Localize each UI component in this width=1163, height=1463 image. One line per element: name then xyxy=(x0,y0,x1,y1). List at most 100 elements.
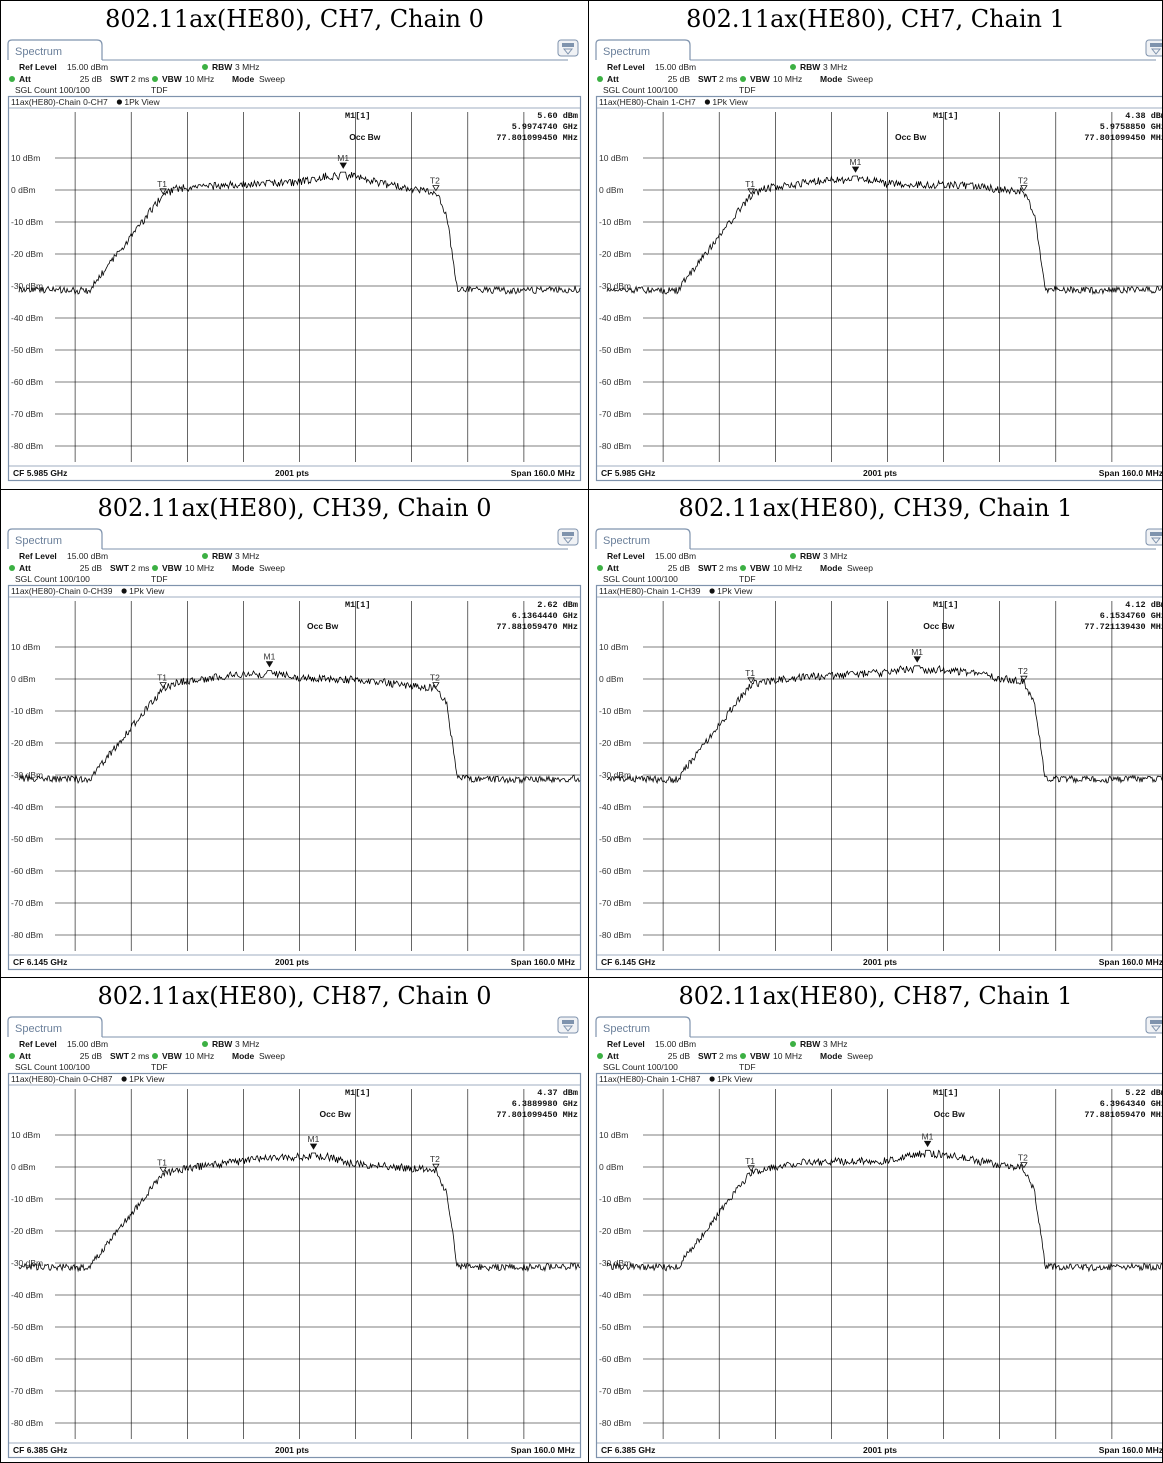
spectrum-tab[interactable] xyxy=(595,528,691,549)
y-tick-label: 10 dBm xyxy=(11,1130,40,1140)
marker-t1-label: T1 xyxy=(157,179,167,189)
y-tick-label: 10 dBm xyxy=(11,153,40,163)
marker-t2-label: T2 xyxy=(430,1154,440,1164)
occupied-bandwidth: 77.801099450 MHz xyxy=(496,133,578,143)
settings-icon[interactable] xyxy=(1145,528,1163,546)
rbw-led-icon xyxy=(202,1041,208,1047)
ref-level-label: Ref Level xyxy=(19,551,57,561)
marker-header: M1[1] xyxy=(933,1088,959,1098)
y-tick-label: -70 dBm xyxy=(599,1386,631,1396)
marker-m1-label: M1 xyxy=(337,153,349,163)
rbw-value: 3 MHz xyxy=(823,551,848,561)
tdf-label: TDF xyxy=(151,85,168,95)
occ-bw-label: Occ Bw xyxy=(934,1109,966,1119)
vbw-value: 10 MHz xyxy=(185,1051,214,1061)
settings-icon[interactable] xyxy=(557,39,579,57)
marker-m1-label: M1 xyxy=(922,1131,934,1141)
marker-t1-icon xyxy=(747,677,755,684)
view-label: 1Pk View xyxy=(712,97,748,107)
spectrum-trace-line xyxy=(606,175,1162,296)
settings-icon[interactable] xyxy=(1145,1016,1163,1034)
marker-t2-label: T2 xyxy=(1018,666,1028,676)
spectrum-tab[interactable] xyxy=(7,528,103,549)
vbw-label: VBW xyxy=(750,74,771,84)
y-tick-label: 10 dBm xyxy=(599,1130,628,1140)
y-tick-label: -10 dBm xyxy=(599,1194,631,1204)
settings-icon[interactable] xyxy=(1145,39,1163,57)
y-tick-label: -40 dBm xyxy=(599,802,631,812)
occ-bw-label: Occ Bw xyxy=(349,132,381,142)
rbw-label: RBW xyxy=(800,551,821,561)
swt-label: SWT xyxy=(110,563,130,573)
m1-frequency: 6.1534760 GHz xyxy=(1100,611,1163,621)
sgl-count: SGL Count 100/100 xyxy=(603,574,678,584)
mode-label: Mode xyxy=(820,74,842,84)
rbw-label: RBW xyxy=(800,62,821,72)
y-tick-label: -80 dBm xyxy=(11,441,43,451)
spectrum-trace-line xyxy=(18,670,581,785)
swt-label: SWT xyxy=(698,74,718,84)
vbw-label: VBW xyxy=(750,563,771,573)
plot-area: 10 dBm 0 dBm -10 dBm -20 dBm -30 dBm -40 dBm -… xyxy=(599,112,1162,462)
y-tick-label: -50 dBm xyxy=(11,345,43,355)
analyzer-screenshot: Spectrum Ref Level 15.00 dBm RBW 3 MHz A… xyxy=(7,38,582,483)
spectrum-tab-label[interactable]: Spectrum xyxy=(603,1023,650,1035)
m1-frequency: 6.1364440 GHz xyxy=(512,611,578,621)
settings-icon[interactable] xyxy=(557,528,579,546)
spectrum-tab[interactable] xyxy=(7,1016,103,1037)
points-count: 2001 pts xyxy=(863,957,897,967)
report-cell: 802.11ax(HE80), CH87, Chain 1 Spectrum R… xyxy=(589,978,1163,1463)
y-tick-label: -20 dBm xyxy=(11,249,43,259)
spectrum-tab[interactable] xyxy=(595,39,691,60)
y-tick-label: 10 dBm xyxy=(599,153,628,163)
y-tick-label: 0 dBm xyxy=(11,674,36,684)
mode-value: Sweep xyxy=(847,1051,873,1061)
spectrum-tab[interactable] xyxy=(7,39,103,60)
m1-level: 4.37 dBm xyxy=(537,1088,578,1098)
ref-level-value: 15.00 dBm xyxy=(67,551,108,561)
y-tick-label: -20 dBm xyxy=(599,1226,631,1236)
ref-level-label: Ref Level xyxy=(607,551,645,561)
y-tick-label: -10 dBm xyxy=(11,1194,43,1204)
ref-level-label: Ref Level xyxy=(607,1039,645,1049)
occupied-bandwidth: 77.801099450 MHz xyxy=(1084,133,1163,143)
points-count: 2001 pts xyxy=(863,468,897,478)
spectrum-tab-label[interactable]: Spectrum xyxy=(15,1023,62,1035)
spectrum-tab-label[interactable]: Spectrum xyxy=(15,535,62,547)
y-tick-label: -30 dBm xyxy=(599,1258,631,1268)
y-tick-label: -50 dBm xyxy=(599,1322,631,1332)
y-tick-label: -30 dBm xyxy=(599,281,631,291)
marker-t2-icon xyxy=(432,682,440,689)
mode-value: Sweep xyxy=(259,1051,285,1061)
y-tick-label: -30 dBm xyxy=(11,770,43,780)
y-tick-label: -80 dBm xyxy=(599,1418,631,1428)
settings-icon[interactable] xyxy=(557,1016,579,1034)
points-count: 2001 pts xyxy=(275,468,309,478)
occupied-bandwidth: 77.801099450 MHz xyxy=(496,1110,578,1120)
sgl-count: SGL Count 100/100 xyxy=(603,85,678,95)
y-tick-label: -80 dBm xyxy=(11,1418,43,1428)
y-tick-label: -80 dBm xyxy=(11,930,43,940)
rbw-led-icon xyxy=(790,553,796,559)
vbw-led-icon xyxy=(152,565,158,571)
vbw-value: 10 MHz xyxy=(185,74,214,84)
rbw-led-icon xyxy=(202,553,208,559)
trace-name: 11ax(HE80)-Chain 1-CH87 xyxy=(599,1074,701,1084)
sgl-count: SGL Count 100/100 xyxy=(603,1062,678,1072)
spectrum-tab[interactable] xyxy=(595,1016,691,1037)
y-tick-label: -30 dBm xyxy=(11,281,43,291)
spectrum-tab-label[interactable]: Spectrum xyxy=(15,46,62,58)
mode-value: Sweep xyxy=(847,563,873,573)
marker-header: M1[1] xyxy=(345,600,371,610)
m1-frequency: 6.3964340 GHz xyxy=(1100,1099,1163,1109)
plot-area: 10 dBm 0 dBm -10 dBm -20 dBm -30 dBm -40 dBm -… xyxy=(11,601,581,951)
vbw-led-icon xyxy=(152,1053,158,1059)
vbw-led-icon xyxy=(740,565,746,571)
spectrum-tab-label[interactable]: Spectrum xyxy=(603,46,650,58)
rbw-led-icon xyxy=(790,64,796,70)
marker-t2-icon xyxy=(1020,1162,1028,1169)
marker-header: M1[1] xyxy=(345,111,371,121)
spectrum-svg: Spectrum Ref Level 15.00 dBm RBW 3 MHz A… xyxy=(7,1016,582,1459)
spectrum-tab-label[interactable]: Spectrum xyxy=(603,535,650,547)
